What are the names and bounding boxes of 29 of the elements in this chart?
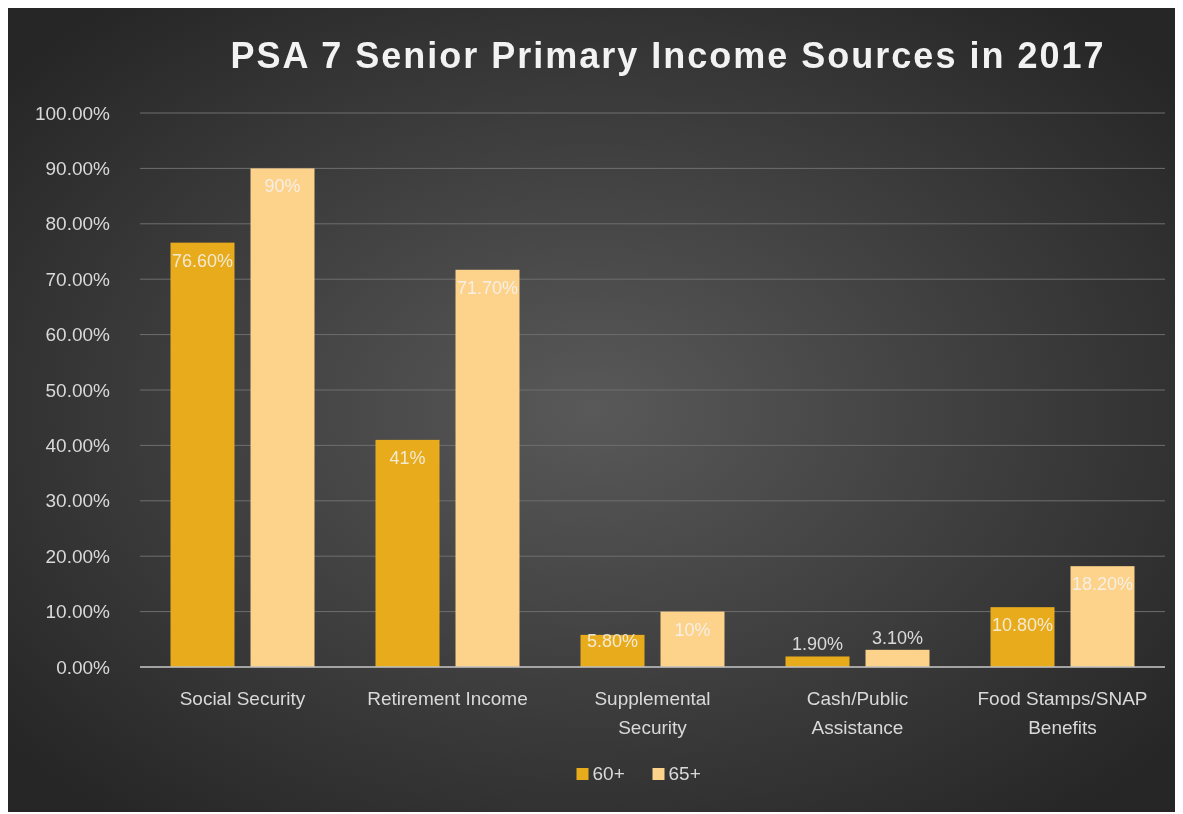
data-label: 71.70% <box>456 277 519 298</box>
legend-label: 65+ <box>668 763 701 784</box>
data-label: 90% <box>264 176 301 197</box>
data-label: 10% <box>674 619 711 640</box>
y-tick-label: 20.00% <box>45 545 111 567</box>
data-label: 10.80% <box>991 615 1054 636</box>
y-tick-label: 80.00% <box>45 213 111 235</box>
chart-title: PSA 7 Senior Primary Income Sources in 2017 <box>230 35 1106 76</box>
x-tick-label: Food Stamps/SNAP Benefits <box>977 688 1148 738</box>
data-label: 41% <box>389 447 426 468</box>
y-tick-label: 40.00% <box>45 435 111 457</box>
data-label: 18.20% <box>1071 574 1134 595</box>
y-tick-label: 10.00% <box>45 601 111 623</box>
data-label: 76.60% <box>171 250 234 271</box>
y-tick-label: 100.00% <box>34 102 111 124</box>
y-tick-label: 60.00% <box>45 324 111 346</box>
y-tick-label: 30.00% <box>45 490 111 512</box>
x-tick-label: Cash/Public Assistance <box>806 688 909 738</box>
legend-label: 60+ <box>592 763 625 784</box>
y-tick-label: 0.00% <box>56 656 111 678</box>
y-tick-label: 70.00% <box>45 268 111 290</box>
data-label: 5.80% <box>586 631 639 651</box>
y-tick-label: 90.00% <box>45 158 111 180</box>
x-tick-label: Social Security <box>179 688 306 709</box>
y-tick-label: 50.00% <box>45 379 111 401</box>
data-label: 3.10% <box>871 627 924 648</box>
x-tick-label: Retirement Income <box>367 688 528 709</box>
x-tick-label: Supplemental Security <box>594 688 711 738</box>
data-label: 1.90% <box>791 634 844 655</box>
